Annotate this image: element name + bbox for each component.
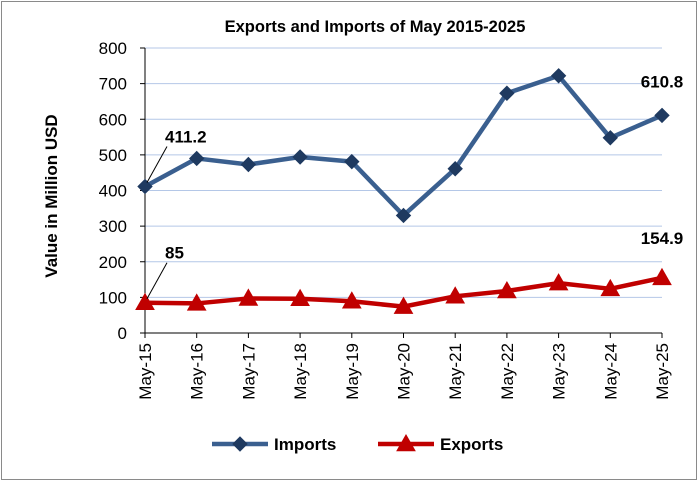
x-tick-labels: May-15 May-16 May-17 May-18 May-19 May-20 May-… [136, 343, 672, 400]
data-label: 411.2 [165, 128, 207, 147]
data-label: 610.8 [641, 72, 684, 91]
data-labels: 411.2 610.8 85 154.9 [146, 72, 684, 299]
data-label: 154.9 [641, 229, 684, 248]
exports-point [290, 288, 310, 307]
imports-point [240, 156, 257, 173]
x-tick-label: May-20 [395, 343, 414, 400]
exports-point [445, 286, 466, 304]
exports-point [548, 273, 569, 291]
x-tick-label: May-18 [291, 343, 310, 400]
legend-marker-exports [396, 433, 416, 452]
exports-point [186, 293, 207, 311]
y-tick-label: 200 [99, 253, 127, 272]
leader-line [146, 146, 168, 183]
exports-point [600, 278, 621, 297]
legend-marker-imports [232, 436, 248, 452]
series-line-imports [143, 73, 663, 218]
axes [140, 47, 663, 338]
x-tick-label: May-16 [188, 343, 207, 400]
series-group [135, 68, 672, 314]
exports-point [135, 292, 155, 310]
y-tick-label: 500 [99, 146, 127, 165]
imports-point [344, 153, 360, 170]
imports-point [602, 130, 619, 146]
x-tick-label: May-25 [653, 343, 672, 400]
x-tick-label: May-17 [239, 343, 258, 400]
imports-point [499, 85, 515, 101]
legend: Imports Exports [212, 433, 503, 454]
y-tick-label: 0 [118, 324, 127, 343]
imports-point [137, 178, 153, 195]
y-tick-label: 400 [99, 182, 127, 201]
x-tick-label: May-15 [136, 343, 155, 400]
x-tick-label: May-19 [343, 343, 362, 400]
y-tick-label: 600 [99, 110, 127, 129]
exports-point [341, 291, 362, 309]
x-tick-label: May-23 [550, 343, 569, 400]
gridlines [145, 47, 662, 298]
x-tick-label: May-22 [498, 343, 517, 400]
y-tick-label: 700 [99, 75, 127, 94]
y-tick-label: 800 [99, 39, 127, 58]
y-tick-label: 100 [99, 288, 127, 307]
imports-point [395, 207, 412, 224]
y-axis-label: Value in Million USD [42, 114, 61, 277]
exports-point [393, 296, 414, 314]
exports-point [652, 267, 672, 286]
exports-point [497, 280, 517, 299]
data-label: 85 [165, 244, 184, 263]
imports-point [654, 107, 670, 124]
legend-label: Exports [440, 435, 503, 454]
leader-line [146, 262, 168, 299]
y-tick-labels: 0 100 200 300 400 500 600 700 800 [99, 39, 127, 343]
imports-point [447, 161, 463, 177]
x-tick-label: May-21 [446, 343, 465, 400]
y-tick-label: 300 [99, 217, 127, 236]
exports-point [238, 288, 259, 306]
x-tick-label: May-24 [601, 343, 620, 400]
imports-point [292, 149, 308, 165]
chart-title: Exports and Imports of May 2015-2025 [225, 18, 526, 36]
legend-label: Imports [274, 435, 336, 454]
imports-point [550, 68, 567, 84]
imports-point [188, 150, 205, 167]
